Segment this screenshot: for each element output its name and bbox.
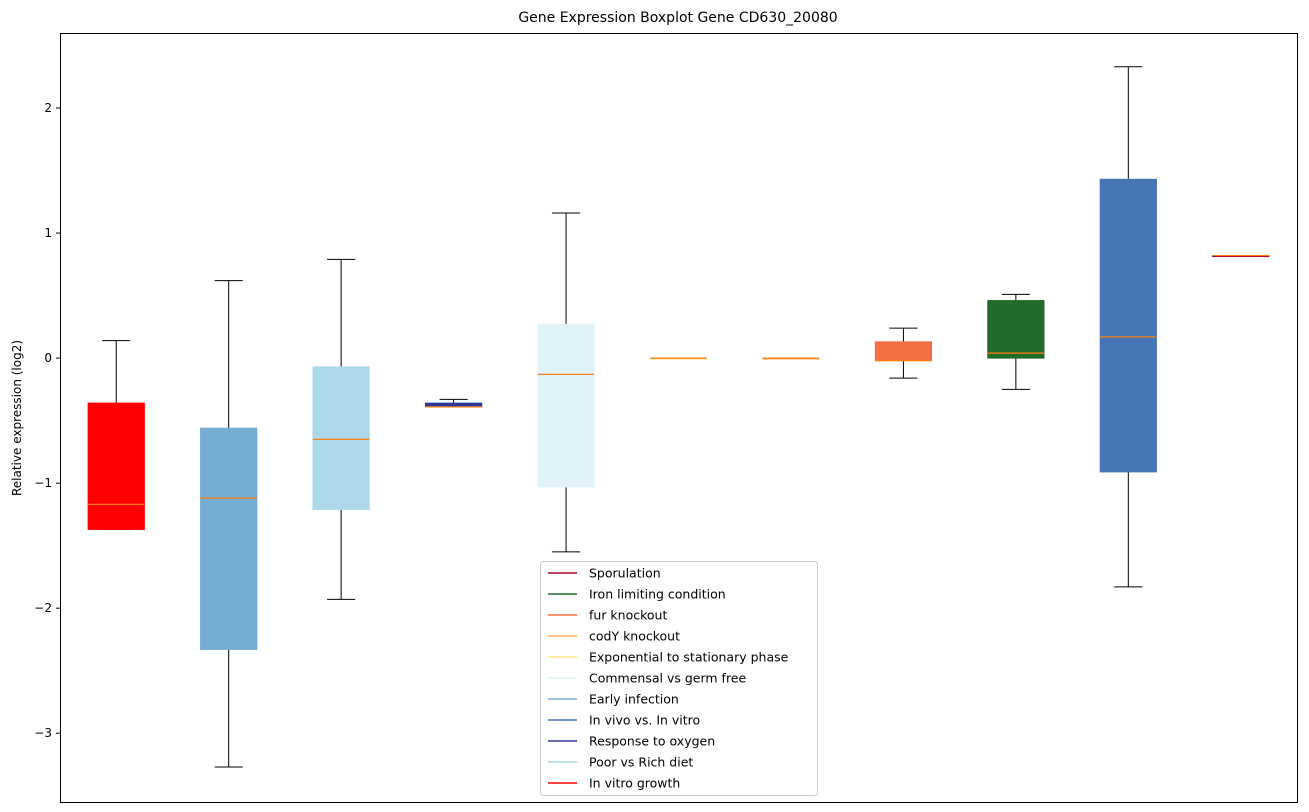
y-tick-label: −1 — [34, 476, 52, 490]
y-tick-label: 0 — [44, 351, 52, 365]
legend-item: Poor vs Rich diet — [548, 755, 693, 770]
box-body — [537, 323, 595, 488]
legend-label: fur knockout — [589, 608, 667, 623]
legend-item: Commensal vs germ free — [548, 671, 746, 686]
y-axis-ticks: −3 −2 −1 0 1 2 — [34, 101, 60, 740]
legend-label: codY knockout — [589, 629, 680, 644]
legend-label: Commensal vs germ free — [589, 671, 746, 686]
legend-item: Early infection — [548, 692, 679, 707]
legend-item: Response to oxygen — [548, 734, 715, 749]
y-tick-label: −2 — [34, 601, 52, 615]
legend-label: Sporulation — [589, 566, 661, 581]
legend-label: Poor vs Rich diet — [589, 755, 693, 770]
box-in-vivo-vs-in-vitro — [1099, 66, 1157, 588]
legend-item: Iron limiting condition — [548, 587, 726, 602]
box-sporulation — [1212, 254, 1270, 258]
legend: Sporulation Iron limiting condition fur kn… — [540, 561, 818, 796]
box-poor-vs-rich-diet — [312, 258, 370, 600]
chart-title: Gene Expression Boxplot Gene CD630_20080 — [518, 10, 837, 26]
box-body — [312, 366, 370, 510]
y-tick-label: 2 — [44, 101, 52, 115]
box-body — [874, 341, 933, 362]
legend-item: Exponential to stationary phase — [548, 650, 789, 665]
box-exponential-to-stationary-phase — [649, 357, 708, 360]
box-body — [1099, 178, 1157, 473]
legend-item: In vitro growth — [548, 776, 680, 791]
box-commensal-vs-germ-free — [537, 212, 595, 553]
box-body — [87, 402, 145, 530]
plot-frame — [60, 33, 1298, 803]
box-in-vitro-growth — [87, 340, 145, 530]
legend-label: Iron limiting condition — [589, 587, 726, 602]
box-response-to-oxygen — [424, 398, 483, 408]
y-tick-label: −3 — [34, 726, 52, 740]
legend-label: Exponential to stationary phase — [589, 650, 789, 665]
box-iron-limiting-condition — [987, 293, 1045, 390]
legend-item: codY knockout — [548, 629, 680, 644]
legend-label: In vitro growth — [589, 776, 680, 791]
legend-label: Early infection — [589, 692, 679, 707]
legend-item: fur knockout — [548, 608, 667, 623]
legend-item: In vivo vs. In vitro — [548, 713, 700, 728]
y-axis-label: Relative expression (log2) — [10, 340, 24, 496]
box-body — [200, 427, 258, 650]
legend-label: Response to oxygen — [589, 734, 715, 749]
box-fur-knockout — [874, 327, 933, 379]
box-cody-knockout — [762, 357, 820, 360]
boxes-group — [87, 66, 1270, 768]
legend-box — [540, 561, 818, 796]
legend-item: Sporulation — [548, 566, 661, 581]
box-body — [987, 300, 1045, 359]
y-tick-label: 1 — [44, 226, 52, 240]
box-early-infection — [200, 280, 258, 768]
legend-label: In vivo vs. In vitro — [589, 713, 700, 728]
